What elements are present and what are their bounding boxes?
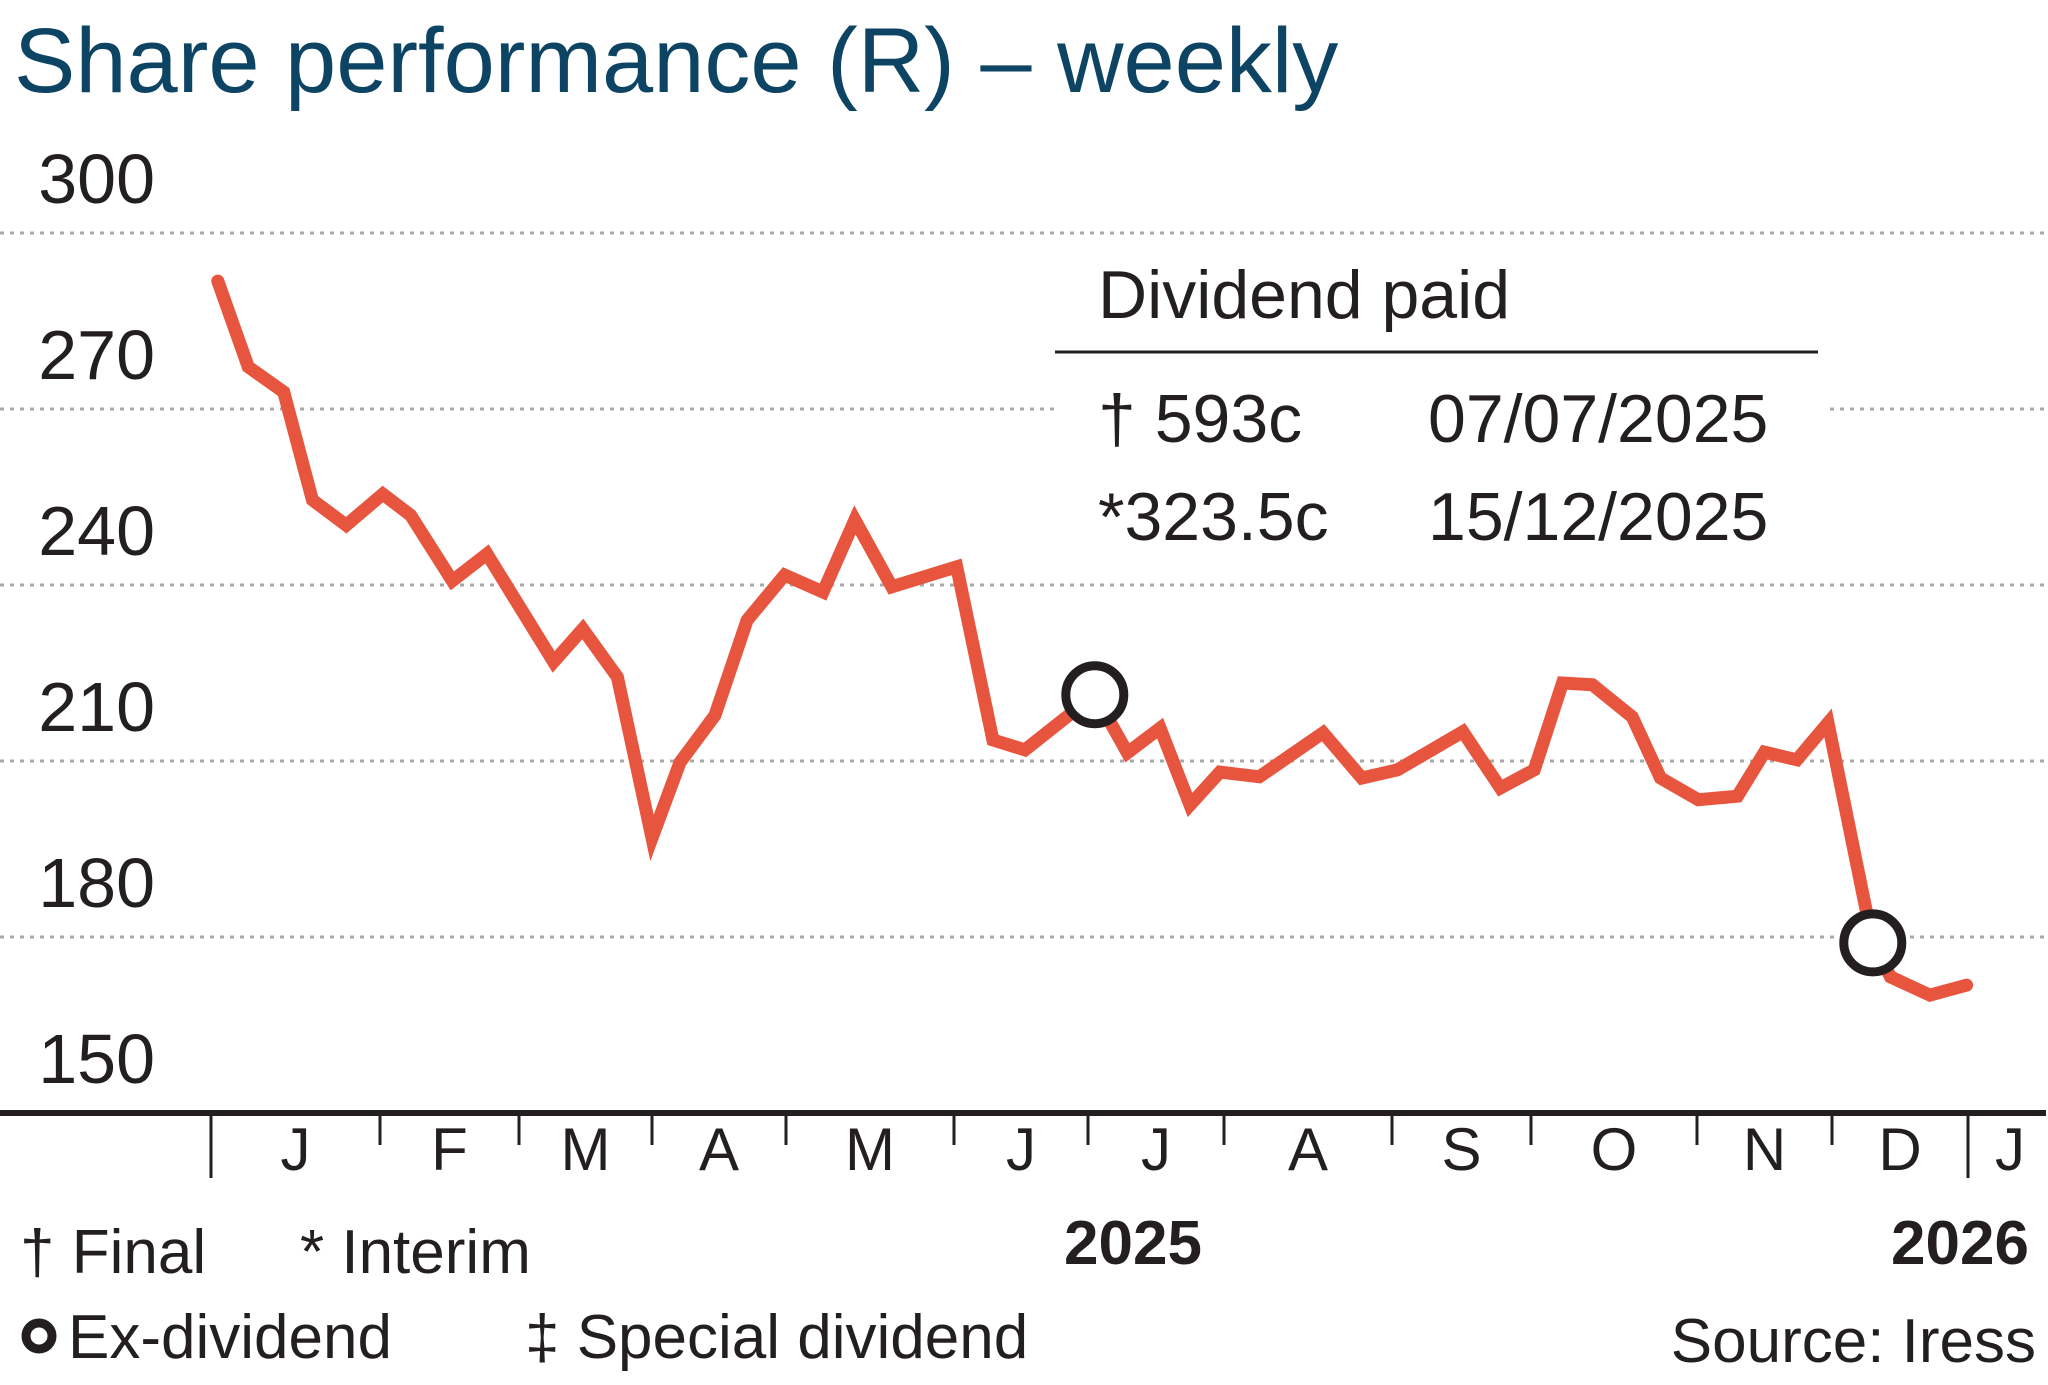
x-tick-label: A (1288, 1116, 1328, 1183)
x-tick-label: J (1141, 1116, 1171, 1183)
x-tick-label: A (699, 1116, 739, 1183)
y-tick-label: 270 (38, 316, 155, 394)
legend-interim: * Interim (300, 1218, 531, 1287)
x-tick-label: O (1591, 1116, 1638, 1183)
y-tick-label: 300 (38, 140, 155, 218)
legend-ex-dividend: Ex-dividend (68, 1303, 392, 1372)
ex-dividend-marker (1061, 661, 1129, 729)
ex-dividend-markers (1061, 661, 1907, 977)
chart-title: Share performance (R) – weekly (14, 10, 1338, 112)
y-tick-label: 150 (38, 1020, 155, 1098)
x-tick-label: M (845, 1116, 895, 1183)
dividend-box-title: Dividend paid (1098, 257, 1510, 333)
dividend-row-interim-date: 15/12/2025 (1428, 479, 1768, 555)
x-tick-label: J (1006, 1116, 1036, 1183)
y-tick-label: 210 (38, 668, 155, 746)
dividend-row-final-amount: † 593c (1098, 381, 1302, 457)
gridlines (0, 231, 2048, 939)
y-tick-label: 240 (38, 492, 155, 570)
year-label-2025: 2025 (1064, 1209, 1202, 1278)
legend-final: † Final (20, 1218, 206, 1287)
x-tick-label: N (1743, 1116, 1786, 1183)
data-points (217, 281, 1967, 996)
dividend-box-background (1056, 245, 1826, 565)
x-tick-label: J (1995, 1116, 2025, 1183)
x-tick-label: M (561, 1116, 611, 1183)
x-tick-label: J (281, 1116, 311, 1183)
legend-special-dividend: ‡ Special dividend (525, 1303, 1028, 1372)
source-note: Source: Iress (1671, 1307, 2036, 1376)
dividend-row-final-date: 07/07/2025 (1428, 381, 1768, 457)
x-tick-label: D (1878, 1116, 1921, 1183)
y-axis-labels: 300 270 240 210 180 150 (38, 140, 155, 1098)
year-labels: 2025 2026 (1064, 1209, 2029, 1278)
dividend-row-interim-amount: *323.5c (1098, 479, 1329, 555)
x-axis-ticks (209, 1113, 1970, 1178)
x-tick-label: F (431, 1116, 468, 1183)
ex-dividend-marker (1839, 909, 1907, 977)
y-tick-label: 180 (38, 844, 155, 922)
ex-dividend-legend-icon (21, 1318, 57, 1354)
year-label-2026: 2026 (1891, 1209, 2029, 1278)
dividend-paid-box: Dividend paid † 593c 07/07/2025 *323.5c … (1055, 245, 1826, 565)
x-tick-label: S (1441, 1116, 1481, 1183)
